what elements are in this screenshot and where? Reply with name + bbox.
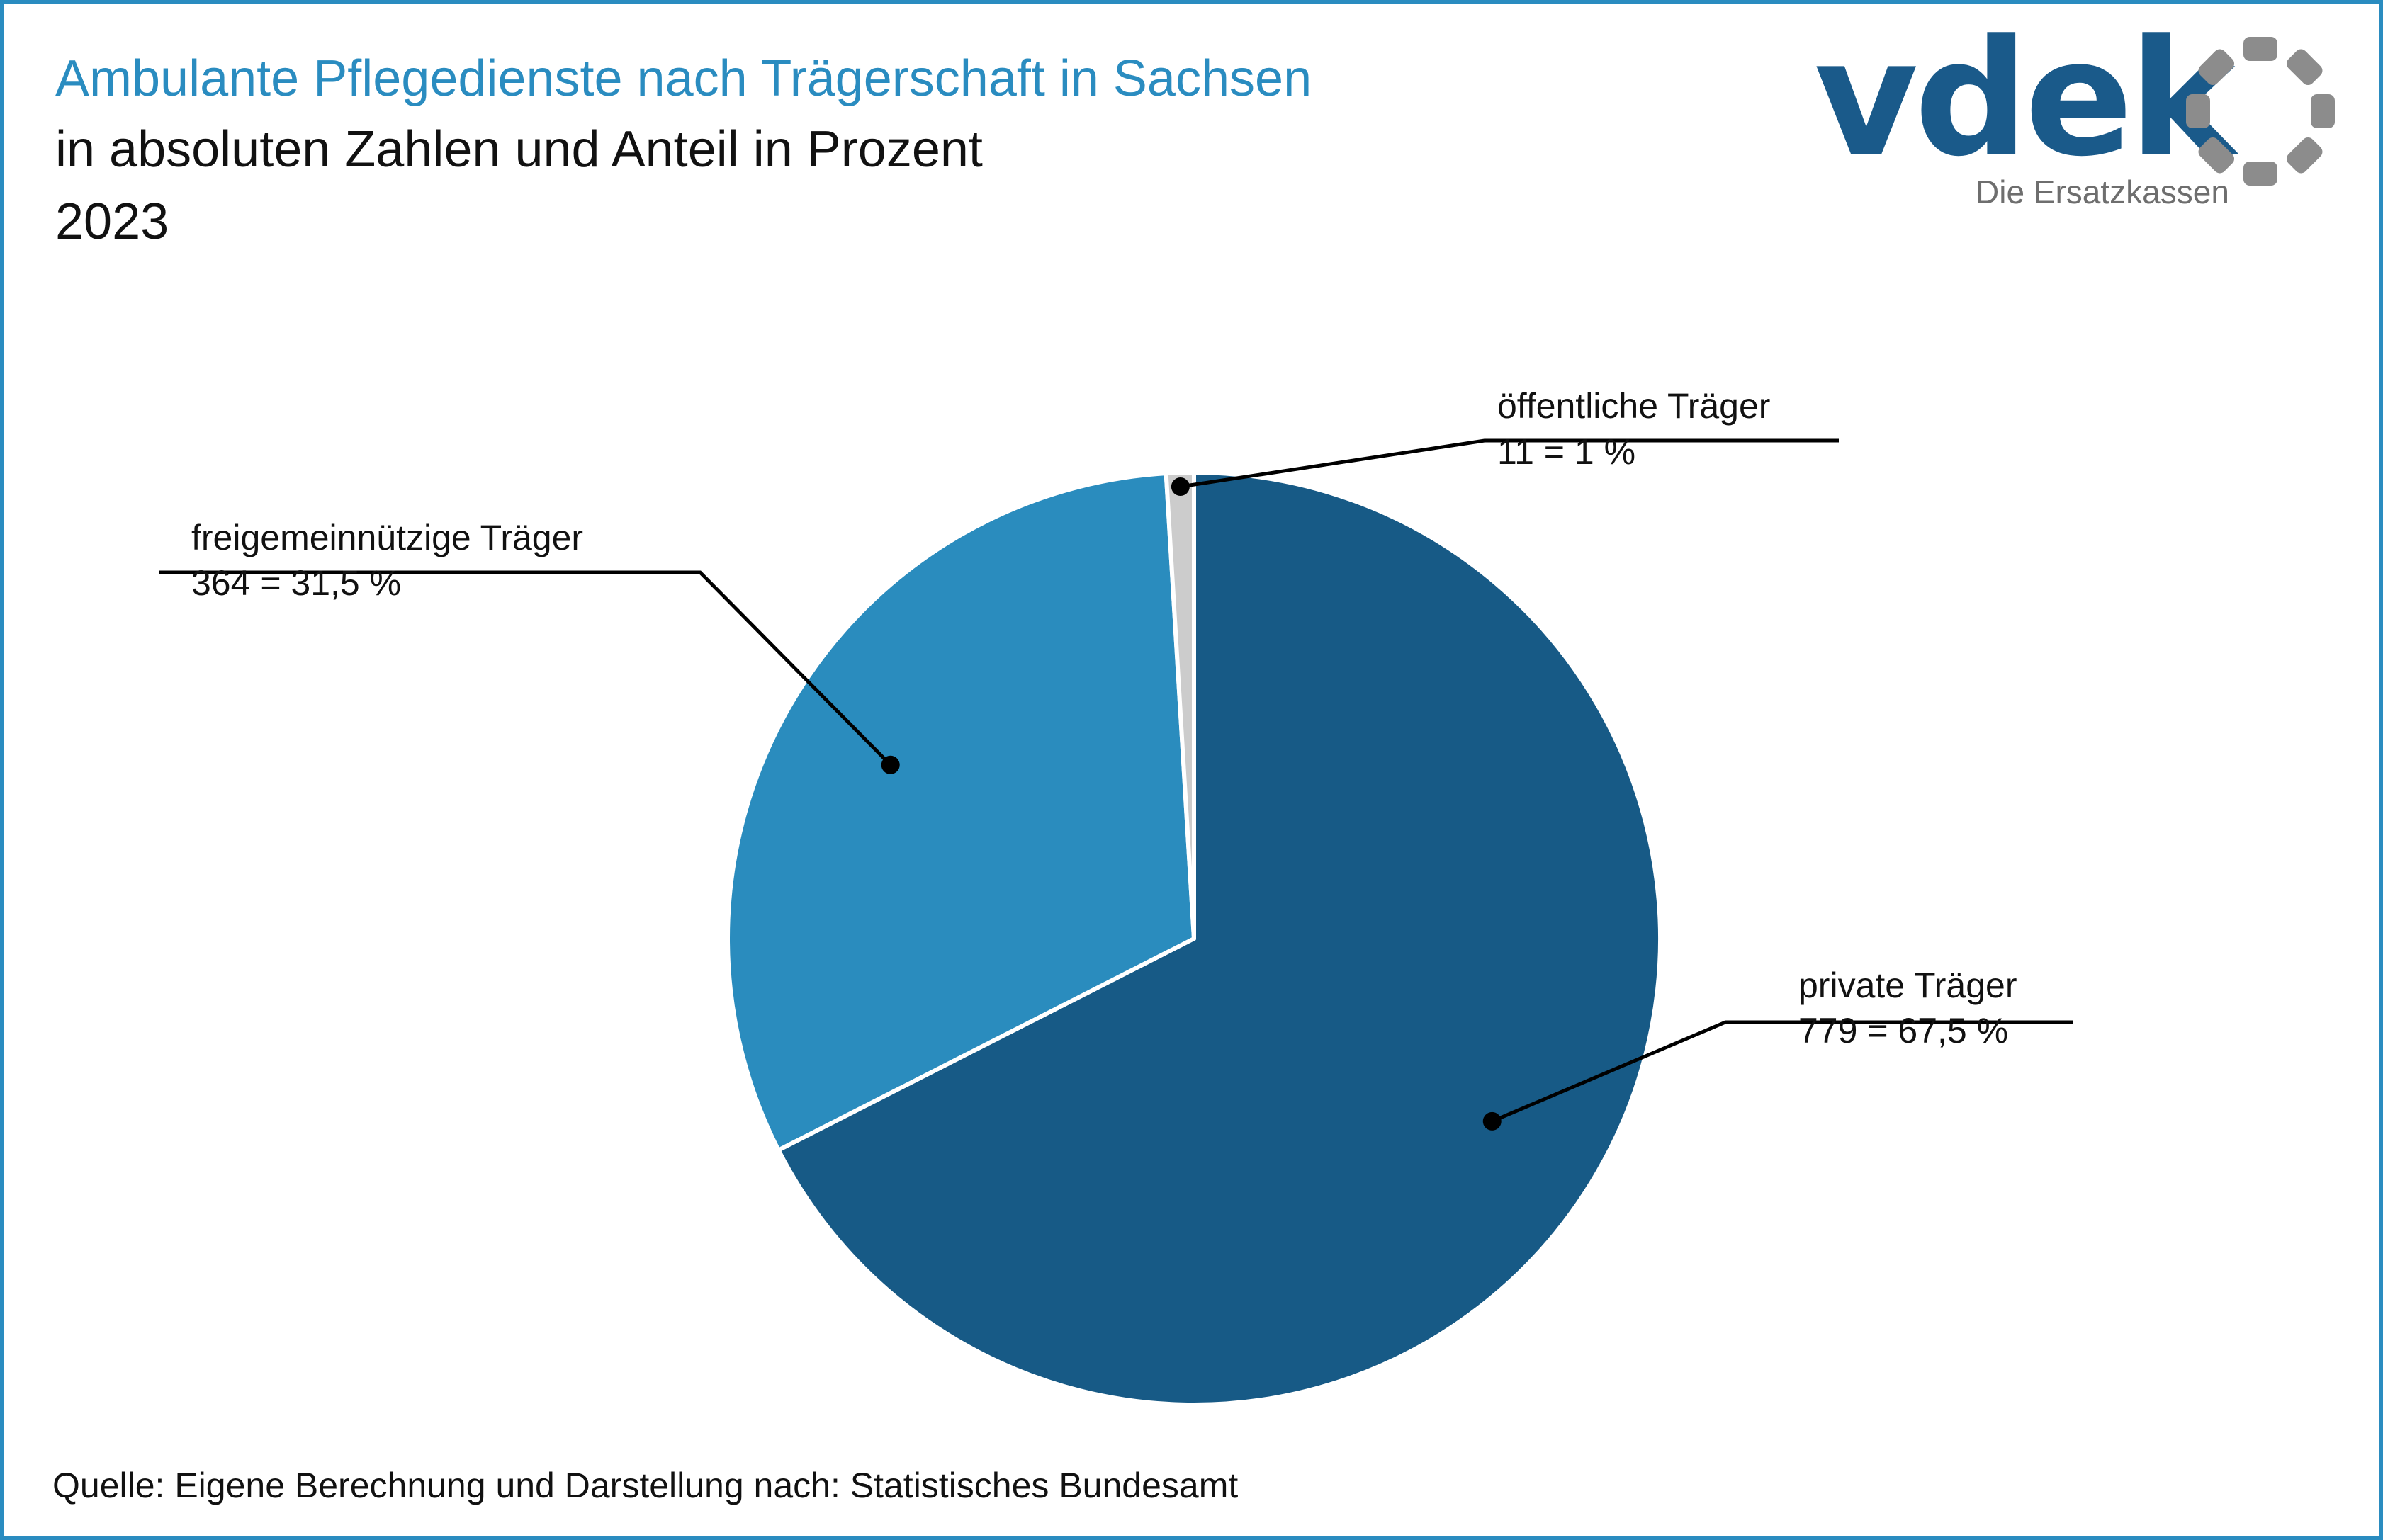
- pie-slice-0: [776, 470, 1662, 1407]
- leader-line-0: [1491, 1020, 2073, 1123]
- chart-title: Ambulante Pflegedienste nach Trägerschaf…: [55, 50, 1312, 107]
- logo-ring-segment: [2243, 37, 2277, 61]
- slice-value-label-1: 364 = 31,5 %: [191, 563, 401, 603]
- logo-ring-segment: [2286, 49, 2323, 86]
- slice-name-label-0: private Träger: [1798, 966, 2017, 1005]
- source-note: Quelle: Eigene Berechnung und Darstellun…: [52, 1466, 1239, 1505]
- slice-value-label-0: 779 = 67,5 %: [1798, 1011, 2008, 1051]
- logo-ring-segment: [2186, 94, 2210, 128]
- leader-line-1: [159, 570, 892, 766]
- logo-ring-segment: [2243, 162, 2277, 186]
- chart-year: 2023: [55, 193, 169, 250]
- slice-value-label-2: 11 = 1 %: [1497, 432, 1635, 472]
- leader-dot-2: [1171, 477, 1190, 497]
- logo-wordmark: vdek: [1814, 6, 2236, 192]
- leader-dot-0: [1482, 1111, 1502, 1131]
- pie-slice-2: [1164, 470, 1196, 941]
- logo-ring-segment: [2198, 137, 2235, 174]
- vdek-logo: vdek Die Ersatzkassen: [1814, 6, 2353, 213]
- logo-tagline: Die Ersatzkassen: [1976, 174, 2229, 210]
- logo-ring-segment: [2286, 137, 2323, 174]
- slice-name-label-1: freigemeinnützige Träger: [191, 518, 583, 557]
- logo-ring-icon: [2186, 37, 2335, 186]
- logo-ring-segment: [2198, 49, 2235, 86]
- chart-subtitle: in absoluten Zahlen und Anteil in Prozen…: [55, 121, 983, 178]
- leader-line-2: [1180, 438, 1839, 489]
- pie-slice-1: [726, 471, 1196, 1153]
- logo-ring-segment: [2311, 94, 2335, 128]
- leader-dot-1: [881, 755, 900, 774]
- slice-name-label-2: öffentliche Träger: [1497, 386, 1770, 426]
